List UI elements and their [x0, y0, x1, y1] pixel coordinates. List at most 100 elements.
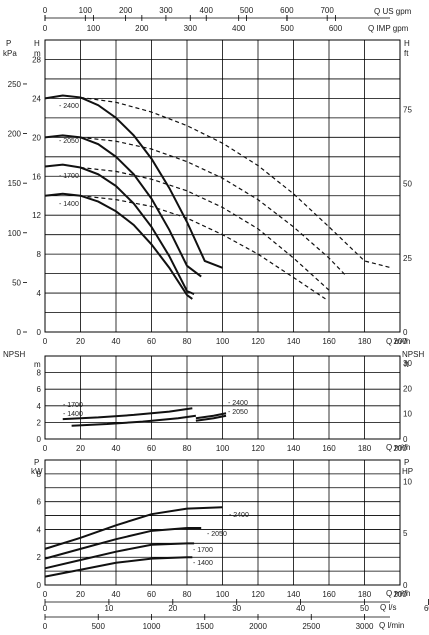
npsh-ft-tick-label: 0: [403, 435, 408, 444]
lmin-tick-label: 2500: [302, 622, 320, 631]
ls-tick-label: 30: [232, 604, 241, 613]
head-h-axis-label: H: [34, 39, 40, 48]
us-gpm-tick-label: 600: [280, 6, 294, 15]
npsh-y-tick-label: 0: [37, 435, 42, 444]
head-curve-1400-solid: [44, 192, 193, 300]
npsh-label-1400: - 1400: [63, 411, 83, 418]
power-y-tick-label: 4: [37, 525, 42, 534]
head-ft-label: H: [404, 39, 410, 48]
head-x-tick-label: 100: [216, 337, 230, 346]
head-y-tick-label: 12: [32, 211, 41, 220]
power-x-tick-label: 40: [112, 590, 121, 599]
power-y-tick-label: 6: [37, 498, 42, 507]
npsh-left-unit: m: [34, 360, 41, 369]
npsh-label-2050: - 2050: [228, 409, 248, 416]
head-label-2400: - 2400: [59, 103, 79, 110]
us-gpm-tick-label: 500: [240, 6, 254, 15]
npsh-x-tick-label: 140: [287, 444, 301, 453]
head-m-unit: m: [34, 49, 41, 58]
power-right-label: P: [404, 458, 409, 467]
imp-gpm-tick-label: 200: [135, 24, 149, 33]
lmin-ticks: 0 500 1000 1500 2000 2500 3000: [43, 614, 374, 631]
power-left-unit: kW: [31, 467, 43, 476]
us-gpm-tick-label: 300: [159, 6, 173, 15]
power-curve-2400: [44, 506, 223, 550]
power-curve-1400: [44, 556, 193, 578]
ls-tick-label: 60: [424, 604, 429, 613]
us-gpm-tick-label: 400: [200, 6, 214, 15]
npsh-y-tick-label: 4: [37, 402, 42, 411]
power-x-tick-label: 160: [322, 590, 336, 599]
head-kpa-tick-label: 50: [12, 278, 21, 287]
head-label-1400: - 1400: [59, 201, 79, 208]
us-gpm-tick-label: 200: [119, 6, 133, 15]
npsh-left-label: NPSH: [3, 350, 25, 359]
power-x-tick-label: 140: [287, 590, 301, 599]
npsh-curves: [62, 407, 227, 427]
head-x-tick-label: 80: [183, 337, 192, 346]
head-x-ticks: 0 20 40 60 80 100 120 140 160 180 200: [43, 337, 407, 346]
npsh-label-1700: - 1700: [63, 402, 83, 409]
lmin-tick-label: 1500: [196, 622, 214, 631]
npsh-right-label: NPSH: [402, 350, 424, 359]
npsh-x-tick-label: 60: [147, 444, 156, 453]
head-y-tick-label: 4: [37, 289, 42, 298]
npsh-y-tick-label: 8: [37, 369, 42, 378]
npsh-x-label: Q m³/h: [386, 443, 410, 452]
power-x-tick-label: 100: [216, 590, 230, 599]
us-gpm-ticks: 0 100 200 300 400 500 600 700: [43, 6, 334, 21]
us-gpm-label: Q US gpm: [374, 7, 412, 16]
npsh-x-tick-label: 0: [43, 444, 48, 453]
power-y-tick-label: 2: [37, 553, 42, 562]
power-curves: [44, 506, 223, 578]
head-x-tick-label: 140: [287, 337, 301, 346]
power-x-tick-label: 60: [147, 590, 156, 599]
imp-gpm-tick-label: 400: [232, 24, 246, 33]
power-x-ticks: 0 20 40 60 80 100 120 140 160 180 200: [43, 590, 407, 599]
imp-gpm-tick-label: 0: [43, 24, 48, 33]
power-hp-tick-label: 10: [403, 477, 412, 486]
head-curves: [44, 94, 392, 300]
power-y-ticks: 0 2 4 6 8 0 5 10: [37, 470, 413, 590]
head-curve-2400-solid: [44, 94, 223, 269]
head-ft-tick-label: 0: [403, 328, 408, 337]
imp-gpm-tick-label: 600: [329, 24, 343, 33]
head-x-tick-label: 40: [112, 337, 121, 346]
power-left-label: P: [34, 458, 39, 467]
head-x-tick-label: 160: [322, 337, 336, 346]
ls-tick-label: 10: [104, 604, 113, 613]
npsh-curve-1700: [62, 407, 193, 421]
head-curve-2050-solid: [44, 134, 202, 278]
head-x-tick-label: 0: [43, 337, 48, 346]
power-x-tick-label: 120: [251, 590, 265, 599]
head-x-tick-label: 60: [147, 337, 156, 346]
npsh-x-tick-label: 20: [76, 444, 85, 453]
us-gpm-tick-label: 100: [79, 6, 93, 15]
lmin-tick-label: 3000: [356, 622, 374, 631]
bottom-axes: 0 10 20 30 40 50 60 Q l/s 0 500 1000 1500 2000 2500…: [43, 599, 429, 631]
head-label-1700: - 1700: [59, 173, 79, 180]
power-x-tick-label: 180: [358, 590, 372, 599]
head-x-tick-label: 180: [358, 337, 372, 346]
imp-gpm-tick-label: 300: [184, 24, 198, 33]
head-x-tick-label: 120: [251, 337, 265, 346]
npsh-label-2400: - 2400: [228, 400, 248, 407]
npsh-grid: [45, 356, 400, 439]
power-curve-2050: [44, 527, 202, 560]
npsh-y-tick-label: 2: [37, 418, 42, 427]
head-chart: 0 4 8 12 16 20 24 28 0 50 100 150 200 250 0 25 50 75 0 20 4…: [3, 39, 412, 346]
npsh-ft-tick-label: 30: [403, 359, 412, 368]
npsh-curve-2400: [195, 412, 227, 420]
head-kpa-tick-label: 250: [8, 80, 22, 89]
npsh-x-tick-label: 160: [322, 444, 336, 453]
head-ft-unit: ft: [404, 49, 409, 58]
power-x-label: Q m³/h: [386, 589, 410, 598]
top-axes: 0 100 200 300 400 500 600 700 Q US gpm 0 100 200 3…: [43, 6, 412, 33]
power-x-tick-label: 200: [393, 590, 407, 599]
imp-gpm-tick-label: 500: [280, 24, 294, 33]
power-y-tick-label: 0: [37, 581, 42, 590]
npsh-y-tick-label: 6: [37, 385, 42, 394]
lmin-tick-label: 0: [43, 622, 48, 631]
head-y-tick-label: 8: [37, 250, 42, 259]
lmin-tick-label: 2000: [249, 622, 267, 631]
